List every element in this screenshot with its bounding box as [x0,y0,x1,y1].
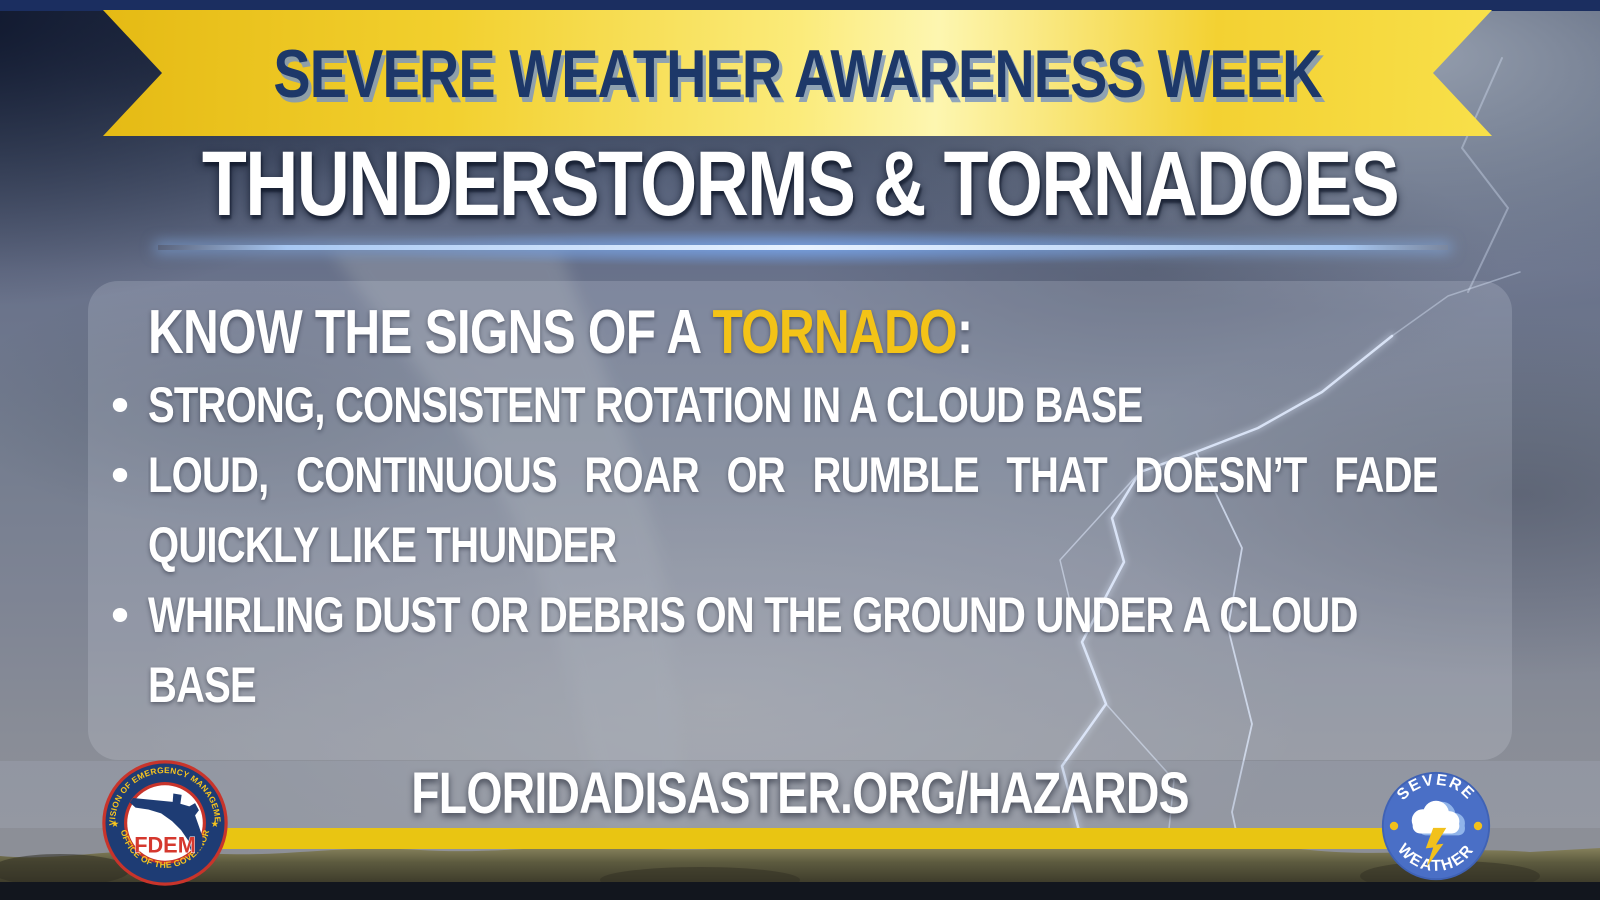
banner-ribbon: SEVERE WEATHER AWARENESS WEEK 2026 [103,10,1492,136]
lightning-bolt-icon [1058,57,1521,884]
list-item: STRONG, CONSISTENT ROTATION IN A CLOUD B… [112,370,1438,440]
heading-suffix: : [956,298,974,367]
badge-dot-right [1473,821,1483,831]
fdem-seal-logo: DIVISION OF EMERGENCY MANAGEMENT OFFICE … [101,759,228,886]
footer-band [0,761,1600,828]
star-icon: ★ [211,819,220,830]
top-navy-strip [0,0,1600,11]
heading-highlight: TORNADO [712,298,958,367]
signs-panel [88,281,1512,760]
badge-dot-left [1389,821,1399,831]
signs-content: KNOW THE SIGNS OF A TORNADO: STRONG, CON… [112,296,1438,720]
blue-glow-core [158,245,1448,250]
heading-prefix: KNOW THE SIGNS OF A [148,298,713,367]
bullet-text: STRONG, CONSISTENT ROTATION IN A CLOUD B… [148,377,1143,433]
list-item: WHIRLING DUST OR DEBRIS ON THE GROUND UN… [112,580,1438,720]
footer-url: FLORIDADISASTER.ORG/HAZARDS [411,761,1189,826]
bullet-text: LOUD, CONTINUOUS ROAR OR RUMBLE THAT DOE… [148,447,1438,503]
bullet-text: BASE [148,657,257,713]
tornado-funnel-icon [330,250,700,878]
signs-heading: KNOW THE SIGNS OF A TORNADO: [148,296,1438,370]
florida-map-icon [129,793,203,854]
hills [0,844,1600,900]
severe-weather-badge: SEVERE WEATHER [1381,772,1491,881]
page-title: THUNDERSTORMS & TORNADOES [201,133,1400,235]
star-icon: ★ [111,819,120,830]
list-item: LOUD, CONTINUOUS ROAR OR RUMBLE THAT DOE… [112,440,1438,580]
seal-acronym: FDEM [134,832,196,857]
bullet-text: QUICKLY LIKE THUNDER [148,517,617,573]
bullet-text: WHIRLING DUST OR DEBRIS ON THE GROUND UN… [148,587,1358,643]
footer-yellow-bar [160,828,1442,849]
signs-list: STRONG, CONSISTENT ROTATION IN A CLOUD B… [112,370,1438,720]
cloud-lightning-icon [1411,800,1465,868]
banner-title: SEVERE WEATHER AWARENESS WEEK 2026 [273,36,1322,112]
